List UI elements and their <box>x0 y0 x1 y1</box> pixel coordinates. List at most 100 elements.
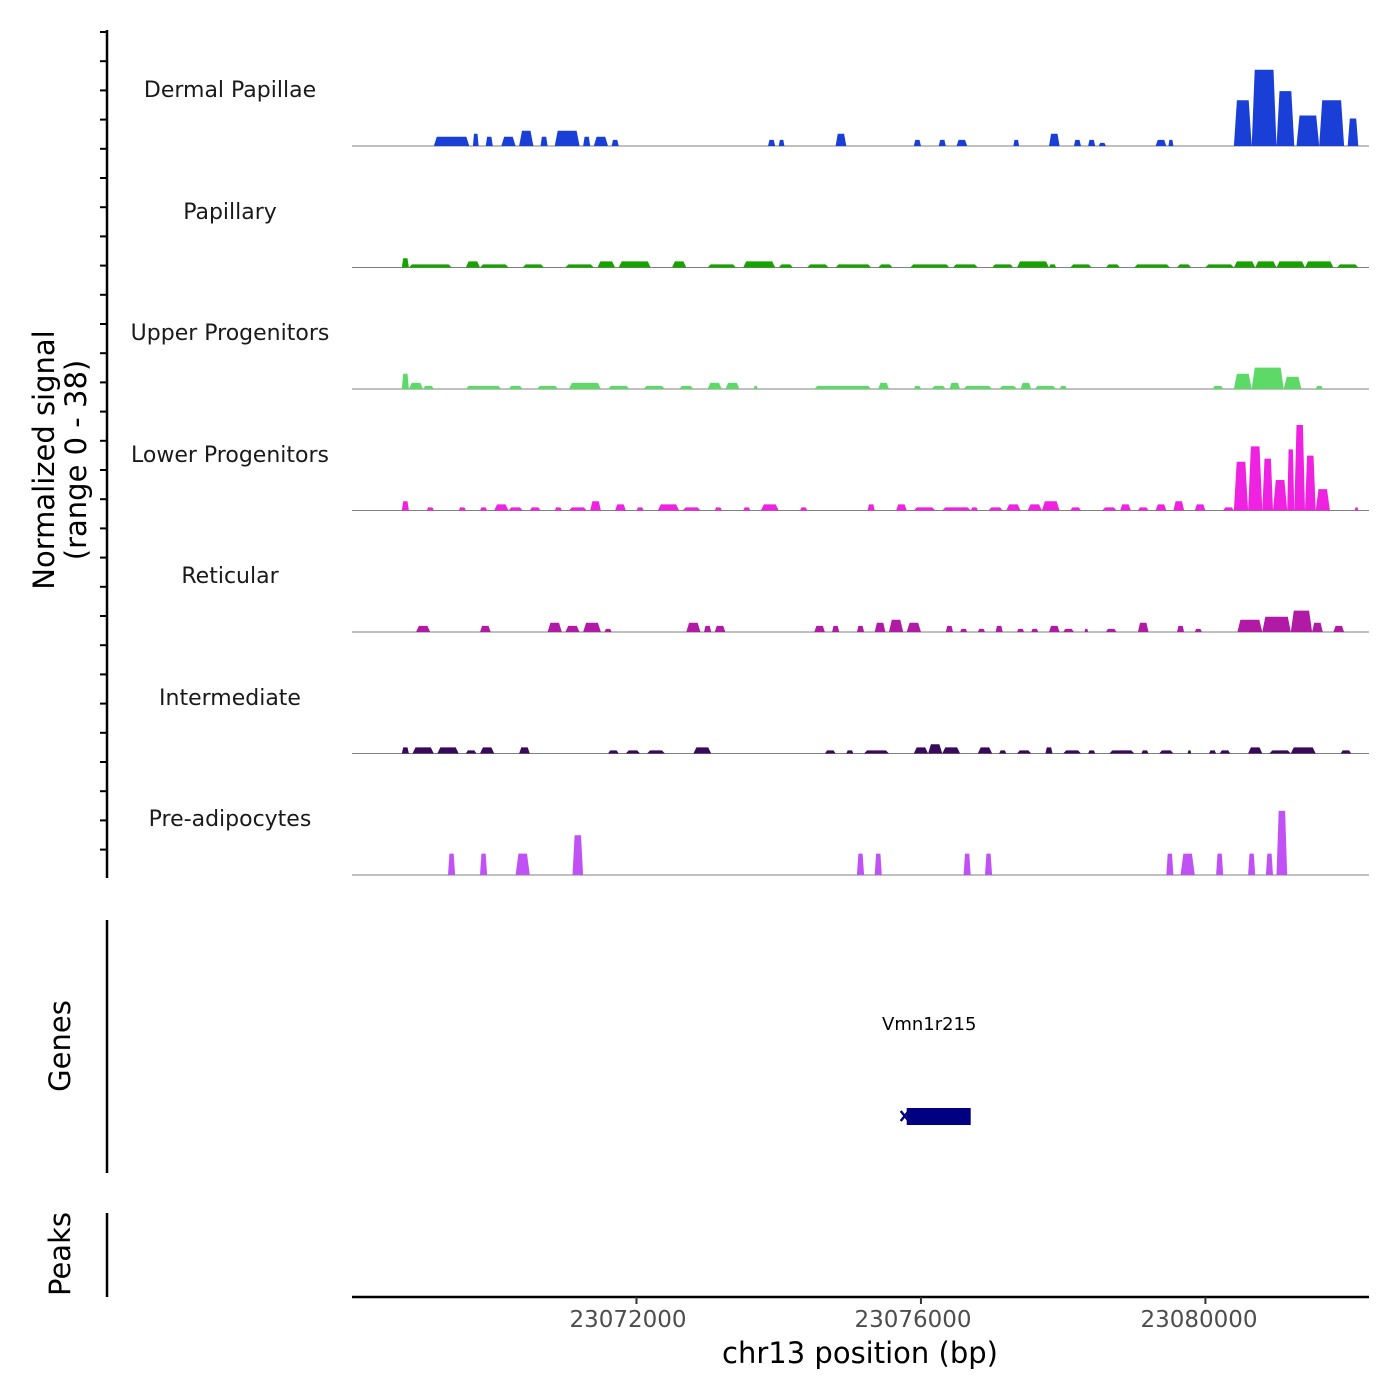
signal-peak <box>554 507 562 511</box>
coverage-tracks <box>352 69 1369 876</box>
signal-peak <box>814 385 872 389</box>
signal-peak <box>888 619 904 632</box>
signal-peak <box>1155 504 1167 511</box>
track-pre-adipocytes <box>352 810 1369 876</box>
signal-peak <box>956 139 968 146</box>
signal-peak <box>835 133 847 146</box>
x-axis-title: chr13 position (bp) <box>722 1336 998 1370</box>
signal-peak <box>1013 139 1020 146</box>
signal-peak <box>835 264 872 268</box>
signal-peak <box>408 382 424 389</box>
signal-peak <box>1194 504 1206 511</box>
signal-peak <box>568 382 601 389</box>
signal-peak <box>1141 750 1149 754</box>
signal-peak <box>412 747 434 754</box>
signal-peak <box>657 504 680 511</box>
signal-peak <box>1248 853 1256 875</box>
gene-annotations <box>899 1108 971 1125</box>
signal-peak <box>1205 264 1234 268</box>
track-label-pre-adipocytes: Pre-adipocytes <box>148 807 312 832</box>
signal-peak <box>672 261 687 268</box>
signal-peak <box>1027 504 1042 511</box>
signal-peak <box>1017 628 1025 632</box>
signal-peak <box>1031 628 1039 632</box>
signal-peak <box>864 750 889 754</box>
signal-peak <box>1098 142 1106 146</box>
signal-peak <box>597 261 616 268</box>
gene-label-vmn1r215: Vmn1r215 <box>882 1014 977 1035</box>
signal-peak <box>401 373 409 389</box>
signal-peak <box>913 507 936 511</box>
signal-peak <box>1137 507 1149 511</box>
signal-peak <box>426 507 434 511</box>
x-tick-label-1: 23072000 <box>569 1307 687 1333</box>
signal-peak <box>618 261 651 268</box>
signal-peak <box>928 744 943 754</box>
signal-peak <box>963 853 971 875</box>
track-reticular <box>352 610 1369 633</box>
signal-peak <box>1248 446 1263 511</box>
signal-peak <box>583 622 601 632</box>
signal-peak <box>988 507 1003 511</box>
signal-peak <box>707 382 722 389</box>
signal-peak <box>1134 264 1170 268</box>
track-label-upper-progenitors: Upper Progenitors <box>130 321 330 346</box>
signal-peak <box>1102 507 1117 511</box>
signal-peak <box>508 385 523 389</box>
signal-peak <box>814 625 825 632</box>
signal-peak <box>768 139 776 146</box>
signal-peak <box>977 628 985 632</box>
signal-peak <box>1251 367 1284 389</box>
signal-peak <box>867 504 875 511</box>
signal-peak <box>416 625 431 632</box>
signal-peak <box>1105 628 1117 632</box>
signal-peak <box>778 139 785 146</box>
signal-peak <box>1177 264 1192 268</box>
signal-peak <box>572 835 584 875</box>
signal-peak <box>401 747 409 754</box>
signal-peak <box>1219 750 1231 754</box>
signal-peak <box>824 750 836 754</box>
x-axis-ticks <box>635 1297 1207 1304</box>
signal-peak <box>1049 264 1057 268</box>
signal-peak <box>1255 261 1277 268</box>
track-label-intermediate: Intermediate <box>159 686 301 711</box>
signal-peak <box>1212 385 1224 389</box>
signal-peak <box>1269 750 1291 754</box>
signal-peak <box>522 264 544 268</box>
track-dermal-papillae <box>352 69 1369 147</box>
signal-peak <box>999 750 1007 754</box>
signal-peak <box>1045 747 1053 754</box>
track-lower-progenitors <box>352 425 1369 511</box>
signal-peak <box>913 385 921 389</box>
signal-peak <box>686 622 701 632</box>
signal-peak <box>1276 810 1288 875</box>
signal-peak <box>942 507 971 511</box>
signal-peak <box>1137 622 1149 632</box>
signal-peak <box>856 625 865 632</box>
x-tick-label-3: 23080000 <box>1140 1307 1258 1333</box>
track-label-papillary: Papillary <box>183 200 277 225</box>
signal-peak <box>625 750 640 754</box>
signal-peak <box>896 504 907 511</box>
signal-peak <box>1333 625 1345 632</box>
signal-peak <box>568 507 587 511</box>
signal-peak <box>725 382 740 389</box>
signal-peak <box>714 507 722 511</box>
signal-peak <box>1233 461 1249 511</box>
genes-panel-title: Genes <box>43 1000 77 1092</box>
signal-peak <box>1084 628 1089 632</box>
signal-peak <box>608 750 619 754</box>
signal-peak <box>1180 853 1195 875</box>
signal-peak <box>1006 504 1021 511</box>
signal-peak <box>1059 385 1067 389</box>
signal-peak <box>949 382 961 389</box>
signal-peak <box>743 261 776 268</box>
signal-peak <box>1276 261 1305 268</box>
signal-peak <box>647 750 665 754</box>
signal-peak <box>1155 139 1167 146</box>
signal-peak <box>593 136 608 146</box>
gene-body <box>906 1108 971 1125</box>
signal-peak <box>977 747 993 754</box>
